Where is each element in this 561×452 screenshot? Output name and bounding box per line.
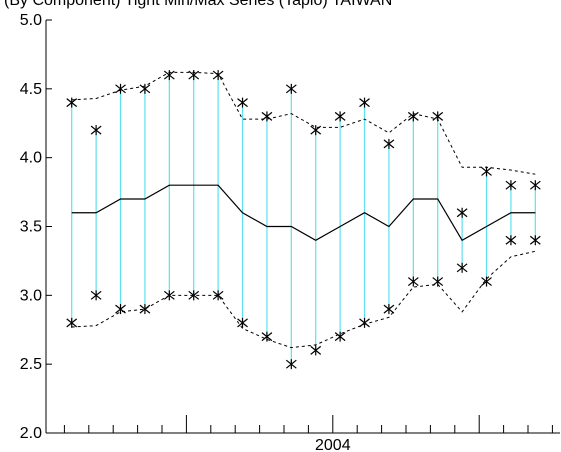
min-marker	[237, 317, 248, 328]
max-marker	[212, 70, 224, 81]
min-marker	[261, 331, 273, 342]
max-marker	[285, 83, 297, 94]
min-marker	[407, 276, 419, 287]
lower-envelope-line	[71, 250, 536, 349]
min-marker	[90, 290, 102, 301]
max-marker	[310, 125, 322, 136]
y-tick-label: 4.0	[20, 150, 42, 167]
y-tick-label: 2.5	[20, 356, 42, 373]
min-marker	[432, 276, 444, 287]
min-marker	[163, 290, 175, 301]
min-marker	[188, 290, 200, 301]
y-tick-label: 3.5	[20, 219, 42, 236]
max-marker	[481, 166, 492, 177]
mean-line	[71, 184, 536, 242]
min-marker	[285, 359, 297, 370]
min-marker	[481, 276, 492, 287]
mean-series-line	[71, 184, 536, 242]
max-marker	[139, 83, 151, 94]
max-marker	[529, 180, 541, 191]
max-marker	[359, 97, 370, 108]
min-marker	[456, 262, 468, 273]
x-axis: 20042005	[46, 415, 560, 452]
max-marker	[505, 180, 517, 191]
max-marker	[163, 70, 175, 81]
min-marker	[359, 317, 370, 328]
min-marker	[334, 331, 346, 342]
chart-title: (By Component) Tight Min/Max Series (Tap…	[4, 0, 392, 9]
range-lines	[71, 75, 536, 365]
y-tick-label: 4.5	[20, 81, 42, 98]
upper-envelope-line	[71, 71, 536, 175]
max-marker	[188, 70, 200, 81]
x-tick-label: 2004	[315, 437, 351, 452]
markers	[66, 70, 541, 370]
y-axis: 2.0 2.5 3.0 3.5 4.0 4.5 5.0	[20, 12, 52, 442]
min-marker	[212, 290, 224, 301]
min-marker	[383, 304, 395, 315]
min-marker	[529, 235, 541, 246]
max-marker	[383, 138, 395, 149]
max-marker	[407, 111, 419, 122]
y-tick-label: 3.0	[20, 287, 42, 304]
max-marker	[115, 83, 126, 94]
max-marker	[334, 111, 346, 122]
min-marker	[310, 345, 322, 356]
min-marker	[66, 317, 78, 328]
min-marker	[505, 235, 517, 246]
max-marker	[237, 97, 248, 108]
min-marker	[139, 304, 151, 315]
max-marker	[261, 111, 273, 122]
max-marker	[432, 111, 444, 122]
y-tick-label: 2.0	[20, 425, 42, 442]
y-tick-label: 5.0	[20, 12, 42, 29]
min-marker	[115, 304, 126, 315]
max-marker	[90, 125, 102, 136]
max-marker	[456, 207, 468, 218]
envelope-lines	[71, 71, 536, 349]
max-marker	[66, 97, 78, 108]
